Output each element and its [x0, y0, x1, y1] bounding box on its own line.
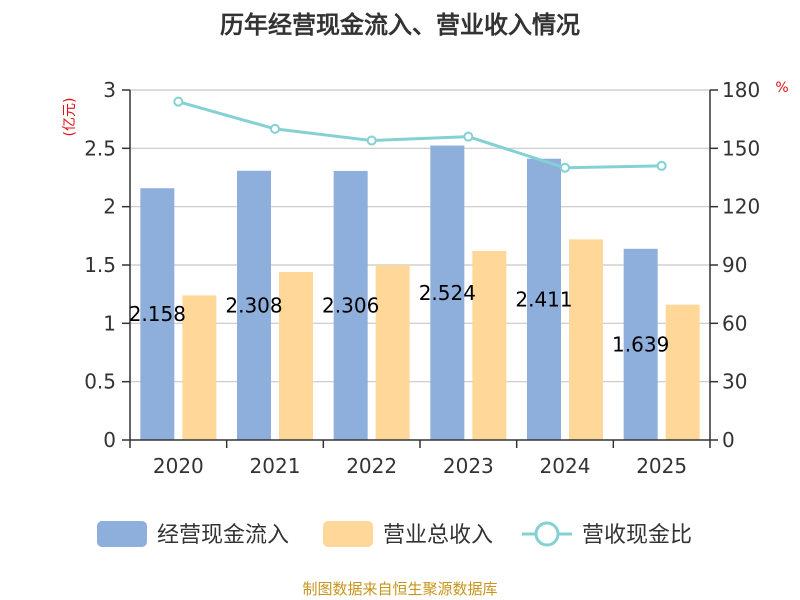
ratio-point: [463, 131, 474, 142]
y-left-tick-label: 0: [103, 428, 116, 452]
bar: [140, 188, 175, 440]
y-right-tick-label: 0: [722, 428, 735, 452]
ratio-point: [656, 160, 667, 171]
legend-label: 营收现金比: [582, 523, 692, 548]
bar: [237, 170, 271, 440]
y-right-tick-label: 60: [722, 311, 747, 335]
bar-value-label: 2.306: [322, 293, 379, 317]
y-left-tick-label: 2.5: [84, 136, 116, 160]
ratio-point: [270, 123, 280, 134]
bar: [569, 239, 603, 440]
bar: [375, 265, 410, 440]
y-right-unit: %: [775, 80, 788, 96]
ratio-line-group: [173, 96, 667, 173]
y-left-tick-label: 0.5: [84, 370, 116, 394]
chart-title: 历年经营现金流入、营业收入情况: [220, 11, 580, 39]
x-tick-label: 2020: [153, 454, 204, 478]
ratio-line: [177, 100, 662, 170]
y-right-tick-label: 90: [722, 253, 747, 277]
bar: [623, 248, 658, 440]
y-left-tick-label: 2: [103, 195, 116, 219]
y-right-tick-label: 150: [722, 136, 760, 160]
bars-group: [140, 145, 700, 441]
bar: [333, 170, 368, 440]
ratio-point: [366, 135, 377, 146]
bar: [472, 251, 507, 440]
bar-value-label: 2.524: [419, 281, 476, 305]
bar-value-label: 2.308: [225, 293, 282, 317]
bar: [665, 304, 700, 440]
legend-swatch: [323, 521, 373, 547]
bar-value-label: 2.411: [515, 287, 572, 311]
y-left-tick-label: 1.5: [84, 253, 116, 277]
bar-value-label: 2.158: [129, 302, 186, 326]
ratio-point: [560, 162, 570, 173]
y-right-tick-label: 30: [722, 370, 747, 394]
gridlines: [130, 89, 710, 383]
bar: [430, 145, 465, 441]
legend: 经营现金流入 营业总收入 营收现金比: [97, 521, 692, 548]
y-right-tick-label: 180: [722, 78, 760, 102]
legend-label: 营业总收入: [383, 523, 493, 548]
y-left-tick-label: 1: [103, 311, 116, 335]
y-left-unit: (亿元): [62, 98, 78, 137]
x-tick-label: 2025: [636, 454, 687, 478]
ratio-point: [173, 96, 184, 107]
legend-label: 经营现金流入: [157, 523, 289, 548]
data-labels: 2.158 2.308 2.306 2.524 2.411 1.639: [129, 281, 670, 357]
y-left-tick-label: 3: [103, 78, 116, 102]
bar: [182, 295, 217, 440]
x-tick-label: 2023: [443, 454, 494, 478]
y-right-tick-label: 120: [722, 195, 760, 219]
x-tick-label: 2021: [250, 454, 301, 478]
bar: [279, 272, 313, 440]
legend-marker: [534, 521, 560, 547]
legend-swatch: [97, 521, 147, 547]
bar-value-label: 1.639: [612, 332, 669, 356]
source-footer: 制图数据来自恒生聚源数据库: [302, 580, 497, 598]
x-tick-label: 2022: [346, 454, 397, 478]
bar: [527, 158, 561, 440]
x-tick-label: 2024: [540, 454, 591, 478]
